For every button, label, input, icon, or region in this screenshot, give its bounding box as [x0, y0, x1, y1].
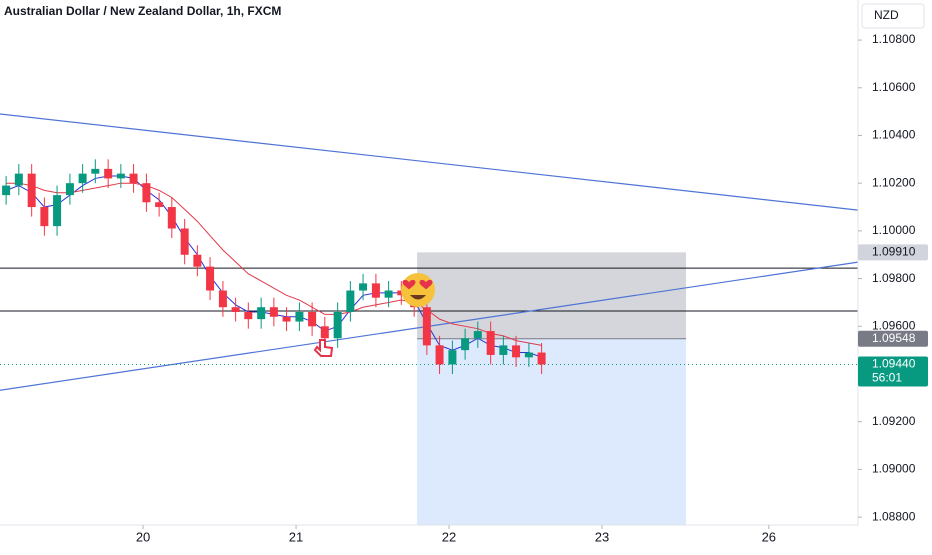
candle-body: [155, 202, 164, 208]
candle-body: [14, 173, 23, 186]
y-tick-label: 1.10600: [872, 80, 916, 94]
y-tick-label: 1.09000: [872, 462, 916, 476]
price-tag: [858, 244, 928, 261]
moving-average: [6, 182, 542, 346]
candle-body: [359, 283, 368, 291]
y-tick-label: 1.10200: [872, 175, 916, 189]
candle-body: [308, 311, 317, 327]
candle-body: [295, 311, 304, 322]
trend-line: [0, 113, 859, 211]
stop-zone: [417, 252, 687, 339]
candle-body: [206, 266, 215, 291]
y-tick-label: 1.09200: [872, 414, 916, 428]
currency-label[interactable]: NZD: [874, 8, 899, 22]
candle-body: [116, 173, 125, 179]
candle-body: [422, 307, 431, 346]
y-tick-label: 1.10800: [872, 32, 916, 46]
candle-body: [371, 283, 380, 298]
x-tick-label: 26: [762, 529, 776, 544]
candle-body: [65, 183, 74, 196]
candle-body: [524, 352, 533, 358]
candle-body: [91, 168, 100, 174]
candle-body: [2, 185, 11, 196]
candle-body: [269, 307, 278, 317]
emoji-hand: [313, 339, 334, 357]
candle-body: [448, 350, 457, 365]
candle-body: [193, 254, 202, 267]
candle-body: [27, 173, 36, 208]
candle-body: [512, 345, 521, 358]
y-tick-label: 1.09600: [872, 318, 916, 332]
currency-button[interactable]: [861, 3, 925, 29]
candle-body: [473, 331, 482, 339]
chart-title: Australian Dollar / New Zealand Dollar, …: [4, 4, 281, 18]
candle-body: [486, 331, 495, 355]
candle-body: [320, 326, 329, 339]
candle-body: [282, 316, 291, 322]
price-tag: [858, 356, 928, 387]
candle-body: [180, 228, 189, 255]
candle-body: [244, 311, 253, 320]
candle-body: [231, 307, 240, 312]
candle-body: [537, 352, 546, 365]
candle-body: [257, 307, 266, 320]
candle-body: [435, 345, 444, 365]
y-tick-label: 1.08800: [872, 509, 916, 523]
candle-body: [167, 207, 176, 229]
candle-body: [78, 173, 87, 184]
price-tag-label: 1.09548: [872, 331, 916, 345]
target-zone: [417, 338, 687, 525]
candle-body: [346, 290, 355, 312]
x-tick-label: 22: [442, 529, 456, 544]
y-tick-label: 1.10400: [872, 128, 916, 142]
y-tick-label: 1.10000: [872, 223, 916, 237]
plot-area: [0, 113, 859, 525]
y-tick-label: 1.09800: [872, 271, 916, 285]
candle-body: [104, 168, 113, 179]
price-tag: [858, 330, 928, 347]
price-tag-label: 1.09440: [872, 357, 916, 371]
candle-body: [53, 195, 62, 227]
candle-body: [218, 290, 227, 308]
candle-body: [142, 183, 151, 203]
price-tag-label: 1.09910: [872, 245, 916, 259]
countdown-label: 56:01: [872, 371, 902, 385]
candle-body: [384, 290, 393, 298]
emoji-heart-eyes: [401, 273, 435, 307]
x-tick-label: 21: [289, 529, 303, 544]
x-tick-label: 23: [595, 529, 609, 544]
candle-body: [40, 207, 49, 227]
candle-body: [129, 173, 138, 184]
x-tick-label: 20: [136, 529, 150, 544]
candle-body: [333, 311, 342, 339]
candle-body: [499, 345, 508, 355]
candle-body: [461, 338, 470, 351]
